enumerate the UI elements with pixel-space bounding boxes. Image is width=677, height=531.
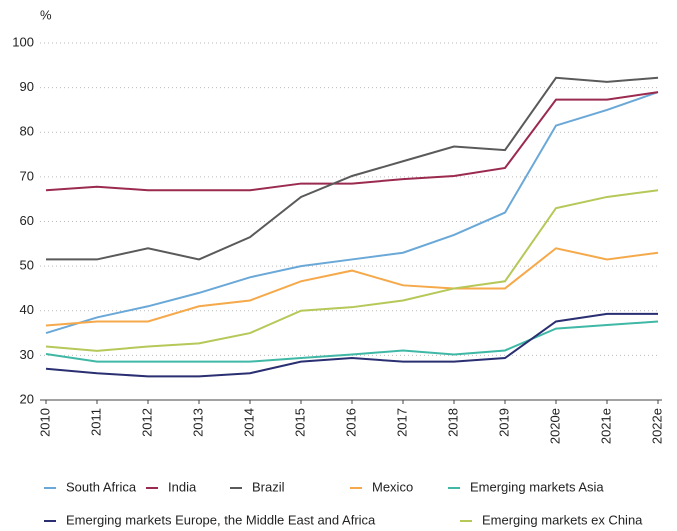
y-tick-label: 30	[20, 347, 34, 362]
x-tick-label: 2013	[190, 408, 205, 437]
legend-label: Brazil	[252, 479, 285, 494]
legend-label: Mexico	[372, 479, 413, 494]
y-tick-label: 50	[20, 258, 34, 273]
x-tick-label: 2017	[394, 408, 409, 437]
x-tick-label: 2018	[445, 408, 460, 437]
legend-label: India	[168, 479, 197, 494]
legend-label: Emerging markets ex China	[482, 512, 643, 527]
x-tick-label: 2012	[139, 408, 154, 437]
x-tick-label: 2015	[292, 408, 307, 437]
x-tick-label: 2014	[241, 408, 256, 437]
line-series	[45, 91, 659, 335]
line-series	[45, 312, 658, 378]
legend-label: Emerging markets Europe, the Middle East…	[66, 512, 376, 527]
y-axis-label: %	[40, 7, 52, 22]
y-tick-label: 40	[20, 302, 34, 317]
x-tick-label: 2022e	[649, 408, 664, 444]
line-series	[45, 247, 659, 327]
x-tick-label: 2016	[343, 408, 358, 437]
line-series	[45, 320, 659, 363]
x-tick-label: 2011	[88, 408, 103, 436]
y-tick-label: 100	[12, 34, 34, 49]
legend-label: Emerging markets Asia	[470, 479, 604, 494]
y-tick-label: 20	[20, 391, 34, 406]
x-tick-label: 2020e	[547, 408, 562, 444]
y-tick-label: 70	[20, 168, 34, 183]
x-tick-label: 2010	[37, 408, 52, 437]
line-series	[46, 76, 659, 261]
line-series	[45, 189, 659, 352]
line-series	[45, 91, 659, 192]
x-tick-label: 2021e	[598, 408, 613, 444]
y-tick-label: 80	[20, 124, 34, 139]
y-tick-label: 90	[20, 79, 34, 94]
legend-label: South Africa	[66, 479, 137, 494]
y-tick-label: 60	[20, 213, 34, 228]
x-tick-label: 2019	[496, 408, 511, 437]
